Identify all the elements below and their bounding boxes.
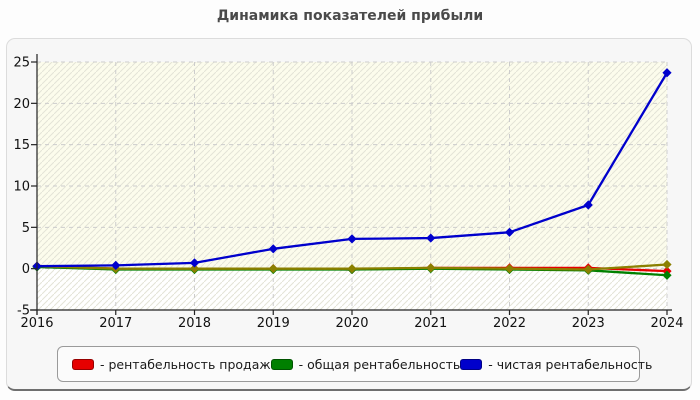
y-tick-label: 0 [22,262,30,277]
axes [30,54,672,315]
x-tick-label: 2021 [414,316,447,331]
y-tick-label: 5 [22,221,30,236]
y-tick-label: 10 [13,180,30,195]
y-tick-label: 15 [13,138,30,153]
x-tick-label: 2019 [257,316,290,331]
gridlines [37,61,668,310]
legend-item-sales-profitability: - рентабельность продаж [72,357,271,372]
y-tick-label: 25 [13,56,30,71]
legend-swatch-red-icon [72,358,94,370]
page-title: Динамика показателей прибыли [216,8,484,24]
legend-item-net-profitability: - чистая рентабельность [460,357,652,372]
x-tick-label: 2016 [20,316,53,331]
x-tick-label: 2020 [335,316,368,331]
legend-label: - чистая рентабельность [488,356,653,372]
x-tick-label: 2018 [178,316,211,331]
axis-labels: -5 0 5 10 15 20 25 2016 2017 2018 2019 2020 2021 2022… [13,56,683,332]
y-tick-label: 20 [13,97,30,112]
legend-label: - общая рентабельность [298,356,461,372]
y-tick-label: -5 [17,304,30,319]
x-tick-label: 2024 [650,316,683,331]
x-tick-label: 2022 [493,316,526,331]
series-чистая-рентабельность [32,68,672,271]
legend-label: - рентабельность продаж [100,356,271,372]
x-tick-label: 2023 [572,316,605,331]
legend-swatch-green-icon [270,358,293,370]
x-tick-label: 2017 [99,316,132,331]
legend-swatch-blue-icon [460,358,483,370]
legend-box: - рентабельность продаж - общая рентабел… [57,346,652,382]
legend-item-overall-profitability: - общая рентабельность [270,356,461,372]
